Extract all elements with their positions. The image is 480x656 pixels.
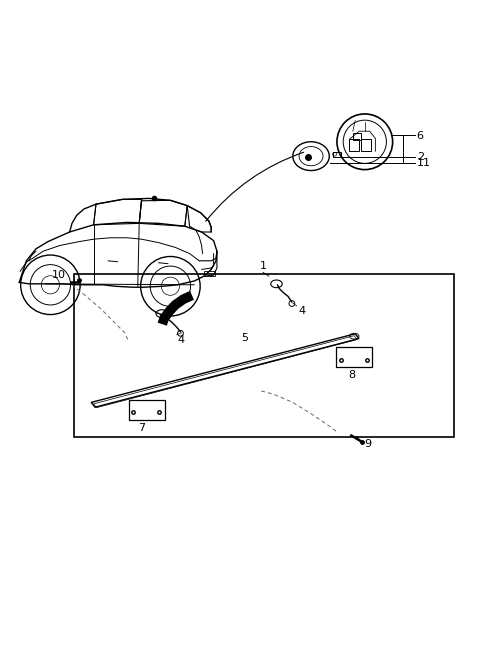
Text: 6: 6	[417, 131, 424, 141]
Bar	[333, 152, 341, 157]
Text: 11: 11	[417, 158, 431, 169]
Bar	[74, 274, 454, 438]
Text: 10: 10	[52, 270, 66, 280]
Text: 1: 1	[260, 261, 266, 272]
Text: 4: 4	[178, 335, 185, 345]
Bar	[353, 133, 361, 140]
Bar	[336, 347, 372, 367]
Bar	[361, 139, 371, 152]
Bar	[129, 400, 165, 420]
Text: 2: 2	[417, 152, 424, 161]
Text: 5: 5	[241, 333, 248, 343]
Text: 8: 8	[348, 370, 355, 380]
Text: 9: 9	[364, 439, 371, 449]
Bar	[349, 139, 359, 152]
Text: 7: 7	[138, 422, 145, 432]
Text: 4: 4	[299, 306, 306, 316]
Bar	[204, 272, 215, 276]
